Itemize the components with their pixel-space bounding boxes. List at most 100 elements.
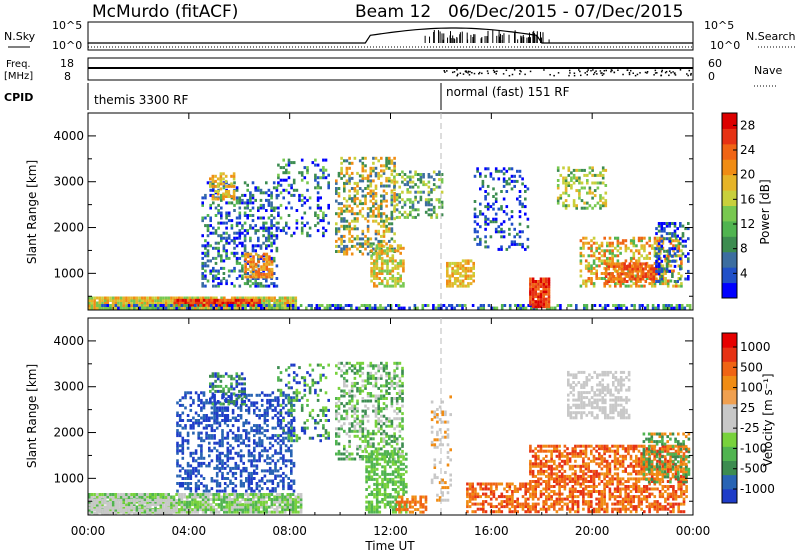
heatmap-cell: [119, 504, 123, 507]
heatmap-cell: [606, 259, 609, 263]
heatmap-cell: [215, 495, 218, 499]
heatmap-cell: [260, 510, 263, 514]
heatmap-cell: [194, 411, 198, 415]
heatmap-cell: [199, 304, 202, 307]
heatmap-cell: [279, 449, 283, 453]
heatmap-cell: [417, 185, 420, 189]
heatmap-cell: [390, 210, 394, 214]
heatmap-cell: [440, 203, 444, 207]
heatmap-cell: [603, 277, 606, 280]
heatmap-cell: [348, 174, 351, 178]
heatmap-cell: [340, 239, 343, 243]
heatmap-cell: [167, 501, 170, 505]
heatmap-cell: [599, 181, 602, 185]
heatmap-cell: [239, 449, 243, 453]
heatmap-cell: [641, 269, 645, 273]
heatmap-cell: [216, 177, 220, 181]
heatmap-cell: [204, 196, 207, 200]
heatmap-cell: [621, 239, 625, 243]
heatmap-cell: [616, 259, 620, 263]
nave-dot: [656, 72, 658, 74]
heatmap-cell: [278, 510, 282, 514]
heatmap-cell: [467, 274, 470, 278]
heatmap-cell: [238, 221, 242, 225]
heatmap-cell: [448, 264, 452, 268]
heatmap-cell: [223, 461, 227, 465]
heatmap-cell: [547, 297, 551, 301]
heatmap-cell: [154, 500, 157, 504]
heatmap-cell: [377, 214, 380, 218]
heatmap-cell: [227, 195, 231, 198]
heatmap-cell: [335, 244, 338, 248]
heatmap-cell: [645, 241, 649, 245]
heatmap-cell: [579, 254, 583, 258]
heatmap-cell: [277, 226, 280, 230]
heatmap-cell: [547, 277, 551, 281]
heatmap-cell: [223, 414, 227, 417]
heatmap-cell: [241, 269, 244, 273]
heatmap-cell: [205, 298, 209, 302]
heatmap-cell: [513, 179, 516, 183]
heatmap-cell: [178, 424, 182, 428]
heatmap-cell: [151, 498, 155, 501]
heatmap-cell: [159, 301, 163, 305]
heatmap-cell: [459, 274, 462, 278]
heatmap-cell: [179, 298, 182, 302]
heatmap-cell: [175, 296, 178, 300]
heatmap-cell: [366, 176, 370, 180]
heatmap-cell: [290, 396, 293, 400]
heatmap-cell: [348, 239, 351, 243]
heatmap-cell: [221, 301, 224, 305]
heatmap-cell: [337, 207, 341, 211]
heatmap-cell: [382, 234, 386, 238]
heatmap-cell: [358, 159, 362, 163]
heatmap-cell: [201, 296, 205, 300]
heatmap-cell: [604, 191, 608, 195]
heatmap-cell: [596, 201, 600, 205]
heatmap-cell: [164, 299, 168, 302]
heatmap-cell: [259, 203, 263, 207]
heatmap-cell: [427, 203, 431, 207]
heatmap-cell: [283, 296, 287, 300]
heatmap-cell: [224, 384, 228, 388]
heatmap-cell: [209, 505, 213, 509]
heatmap-cell: [220, 239, 223, 243]
heatmap-cell: [603, 261, 606, 265]
heatmap-cell: [234, 439, 238, 443]
nave-dot: [636, 73, 639, 76]
heatmap-cell: [291, 498, 295, 501]
heatmap-cell: [494, 227, 498, 231]
heatmap-cell: [186, 471, 190, 475]
heatmap-cell: [233, 304, 237, 307]
heatmap-cell: [282, 477, 285, 480]
date-range: 06/Dec/2015 - 07/Dec/2015: [448, 2, 683, 22]
heatmap-cell: [500, 230, 503, 234]
heatmap-cell: [235, 379, 239, 383]
heatmap-cell: [186, 434, 190, 438]
heatmap-cell: [531, 292, 535, 296]
heatmap-cell: [245, 469, 248, 473]
heatmap-cell: [287, 161, 291, 165]
heatmap-cell: [417, 208, 420, 212]
heatmap-cell: [213, 406, 216, 410]
heatmap-cell: [268, 393, 272, 397]
heatmap-cell: [688, 304, 692, 307]
heatmap-cell: [652, 277, 655, 281]
heatmap-cell: [372, 219, 375, 223]
heatmap-cell: [290, 186, 293, 190]
heatmap-cell: [233, 508, 237, 512]
nave-tick-top: 60: [708, 57, 722, 70]
heatmap-cell: [216, 389, 220, 393]
heatmap-cell: [316, 183, 320, 187]
heatmap-cell: [215, 489, 219, 493]
heatmap-cell: [508, 167, 511, 171]
nave-dot: [481, 72, 483, 75]
heatmap-cell: [327, 186, 330, 190]
heatmap-cell: [524, 306, 528, 310]
heatmap-cell: [260, 439, 264, 443]
heatmap-cell: [199, 493, 202, 496]
heatmap-cell: [211, 372, 215, 376]
heatmap-cell: [438, 198, 441, 202]
heatmap-cell: [251, 193, 255, 197]
heatmap-cell: [245, 436, 248, 440]
